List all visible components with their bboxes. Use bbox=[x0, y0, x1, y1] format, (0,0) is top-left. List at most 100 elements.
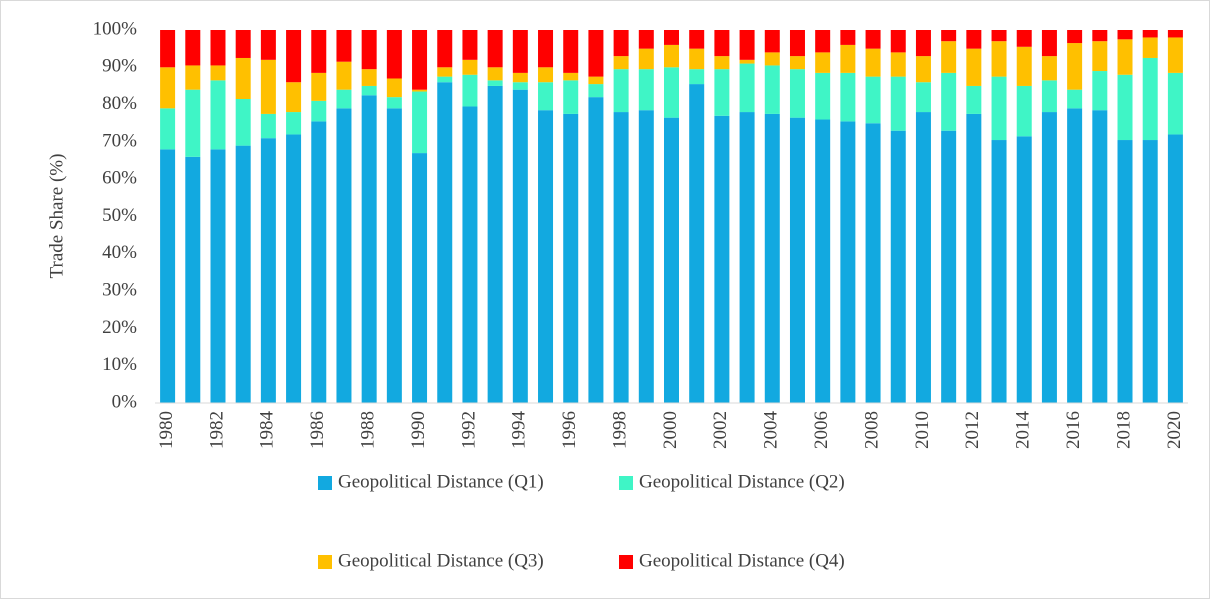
bar-segment bbox=[462, 30, 478, 60]
bar-segment bbox=[739, 63, 755, 113]
bar-segment bbox=[235, 145, 251, 403]
bar-segment bbox=[789, 30, 805, 57]
bar-segment bbox=[1167, 72, 1183, 135]
y-tick-label: 80% bbox=[102, 93, 137, 114]
bar-segment bbox=[941, 72, 957, 131]
bar-segment bbox=[1041, 30, 1057, 57]
bar-segment bbox=[865, 30, 881, 49]
bar-segment bbox=[664, 30, 679, 45]
bar-segment bbox=[260, 138, 276, 404]
x-tick-label: 2006 bbox=[811, 411, 832, 449]
bar-segment bbox=[286, 112, 302, 135]
bar-segment bbox=[789, 56, 805, 70]
bar-segment bbox=[260, 30, 276, 60]
bar-segment bbox=[1067, 30, 1083, 44]
bar-segment bbox=[1142, 37, 1158, 58]
bar-segment bbox=[386, 97, 402, 109]
bar-segment bbox=[1092, 110, 1108, 403]
bar-segment bbox=[235, 30, 251, 58]
bar-segment bbox=[1142, 57, 1158, 141]
bar-segment bbox=[588, 30, 604, 77]
bar-segment bbox=[462, 59, 478, 75]
bar-segment bbox=[966, 85, 982, 114]
x-tick-label: 2014 bbox=[1013, 411, 1034, 450]
bar-segment bbox=[286, 134, 302, 403]
bar-segment bbox=[991, 30, 1007, 42]
x-tick-label: 2008 bbox=[861, 411, 882, 449]
bar-segment bbox=[487, 67, 503, 81]
bar-segment bbox=[1117, 30, 1133, 40]
bar-segment bbox=[1117, 39, 1133, 75]
legend-swatch bbox=[619, 476, 633, 490]
x-tick-label: 1988 bbox=[358, 411, 379, 449]
x-tick-label: 1990 bbox=[408, 411, 429, 449]
bar-segment bbox=[1092, 71, 1108, 111]
bar-segment bbox=[991, 41, 1007, 77]
bar-segment bbox=[210, 80, 226, 150]
bar-segment bbox=[311, 72, 327, 101]
bar-segment bbox=[739, 112, 755, 403]
y-tick-label: 40% bbox=[102, 242, 137, 263]
bar-segment bbox=[815, 72, 831, 120]
bar-segment bbox=[563, 30, 579, 73]
bar-segment bbox=[638, 110, 654, 403]
bar-segment bbox=[512, 30, 528, 73]
bar-segment bbox=[563, 113, 579, 404]
bar-segment bbox=[890, 30, 906, 53]
x-tick-label: 2000 bbox=[660, 411, 681, 449]
bar-segment bbox=[311, 121, 327, 403]
bar-segment bbox=[1016, 136, 1032, 403]
bar-segment bbox=[991, 76, 1007, 141]
bar-segment bbox=[966, 113, 982, 404]
bar-segment bbox=[563, 72, 579, 81]
bar-segment bbox=[714, 69, 730, 116]
legend-swatch bbox=[318, 555, 332, 569]
bar-segment bbox=[588, 76, 604, 85]
x-tick-label: 1986 bbox=[307, 411, 328, 449]
bar-segment bbox=[764, 113, 780, 404]
bar-segment bbox=[487, 80, 503, 86]
y-tick-label: 70% bbox=[102, 130, 137, 151]
bar-segment bbox=[689, 48, 705, 70]
bar-segment bbox=[361, 30, 377, 70]
bar-segment bbox=[286, 30, 302, 83]
bar-segment bbox=[991, 140, 1007, 403]
bar-segment bbox=[638, 30, 654, 49]
bar-segment bbox=[1092, 30, 1108, 42]
legend-label: Geopolitical Distance (Q1) bbox=[338, 471, 544, 492]
bar-segment bbox=[1092, 41, 1108, 72]
x-tick-label: 2012 bbox=[962, 411, 983, 449]
x-tick-label: 2002 bbox=[710, 411, 731, 449]
bar-segment bbox=[1117, 74, 1133, 141]
bar-segment bbox=[185, 30, 201, 66]
bar-segment bbox=[437, 76, 453, 83]
bar-segment bbox=[739, 30, 755, 60]
y-tick-label: 50% bbox=[102, 205, 137, 226]
bar-segment bbox=[764, 30, 780, 53]
bar-segment bbox=[311, 100, 327, 122]
bar-segment bbox=[1167, 134, 1183, 403]
bar-segment bbox=[1016, 46, 1032, 86]
bar-segment bbox=[210, 149, 226, 403]
x-tick-label: 1996 bbox=[559, 411, 580, 449]
bar-segment bbox=[840, 30, 856, 45]
bar-segment bbox=[538, 82, 554, 111]
bar-segment bbox=[941, 30, 957, 42]
bar-segment bbox=[160, 67, 176, 109]
bar-segment bbox=[412, 91, 428, 154]
bar-segment bbox=[412, 153, 428, 403]
y-tick-label: 0% bbox=[112, 391, 138, 412]
bar-segment bbox=[512, 72, 528, 83]
bar-segment bbox=[865, 48, 881, 77]
bar-segment bbox=[1067, 89, 1083, 109]
bar-segment bbox=[1167, 37, 1183, 73]
bar-segment bbox=[764, 52, 780, 66]
bar-segment bbox=[386, 30, 402, 79]
x-tick-label: 2004 bbox=[761, 411, 782, 450]
bar-segment bbox=[1016, 85, 1032, 137]
bar-segment bbox=[160, 108, 176, 150]
bar-segment bbox=[336, 61, 352, 90]
bar-segment bbox=[462, 74, 478, 107]
bar-segment bbox=[437, 67, 453, 77]
